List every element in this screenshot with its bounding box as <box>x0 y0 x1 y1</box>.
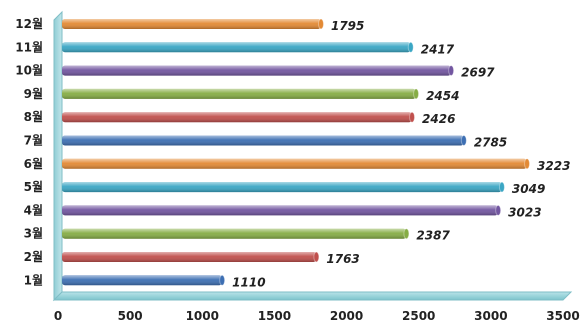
x-tick-label: 3500 <box>546 309 579 323</box>
bar-shade <box>62 112 413 123</box>
plot-frame <box>52 10 573 302</box>
category-label: 6월 <box>24 156 43 171</box>
bar-cap <box>219 274 226 286</box>
category-label: 1월 <box>24 272 43 287</box>
bar-cap <box>403 228 410 240</box>
category-label: 4월 <box>24 202 43 217</box>
x-tick-label: 500 <box>118 309 143 323</box>
bar-shade <box>62 158 528 169</box>
category-label: 8월 <box>24 109 43 124</box>
x-tick-label: 1500 <box>258 309 291 323</box>
value-label: 1795 <box>331 19 364 33</box>
category-label: 3월 <box>24 226 43 241</box>
value-label: 2387 <box>416 229 450 243</box>
value-label: 2697 <box>461 66 495 80</box>
bar-cap <box>524 158 531 170</box>
x-tick-label: 0 <box>54 309 62 323</box>
bar-shade <box>62 42 411 53</box>
value-label: 3223 <box>537 159 570 173</box>
category-label: 10월 <box>15 63 43 78</box>
bar-cap <box>313 251 320 263</box>
bar-shade <box>62 205 499 216</box>
bar-shade <box>62 88 417 99</box>
value-label: 2454 <box>426 89 459 103</box>
value-label: 3049 <box>512 182 545 196</box>
category-label: 5월 <box>24 179 43 194</box>
axis-floor <box>52 291 573 301</box>
bar-cap <box>413 88 420 100</box>
labels: 0 500 1000 1500 2000 2500 3000 3500 1월 1110 2월 1763… <box>15 16 579 323</box>
x-tick-label: 2500 <box>402 309 435 323</box>
x-tick-label: 3000 <box>474 309 507 323</box>
bar-shade <box>62 228 407 239</box>
value-label: 3023 <box>508 205 541 219</box>
value-label: 1110 <box>232 275 265 289</box>
value-label: 2417 <box>421 42 455 56</box>
category-label: 12월 <box>15 16 43 31</box>
bar-cap <box>409 111 416 123</box>
x-tick-label: 2000 <box>330 309 363 323</box>
bar-cap <box>495 204 502 216</box>
bar-shade <box>62 182 502 193</box>
bar-shade <box>62 275 223 286</box>
x-tick-label: 1000 <box>186 309 219 323</box>
bar-cap <box>460 135 467 146</box>
bar-cap <box>498 181 505 193</box>
bar-cap <box>407 41 414 53</box>
bar-cap <box>448 65 455 77</box>
category-label: 2월 <box>24 249 43 264</box>
category-label: 11월 <box>15 39 43 54</box>
bar-cap <box>317 18 324 30</box>
category-label: 9월 <box>24 86 43 101</box>
value-label: 1763 <box>326 252 359 266</box>
value-label: 2426 <box>422 112 455 126</box>
bar-shade <box>62 65 452 76</box>
bar-shade <box>62 19 321 29</box>
bars <box>62 18 531 286</box>
category-label: 7월 <box>24 133 43 148</box>
value-label: 2785 <box>474 136 507 150</box>
axis-wall <box>53 10 63 302</box>
bar-shade <box>62 135 464 146</box>
bar-shade <box>62 252 317 262</box>
